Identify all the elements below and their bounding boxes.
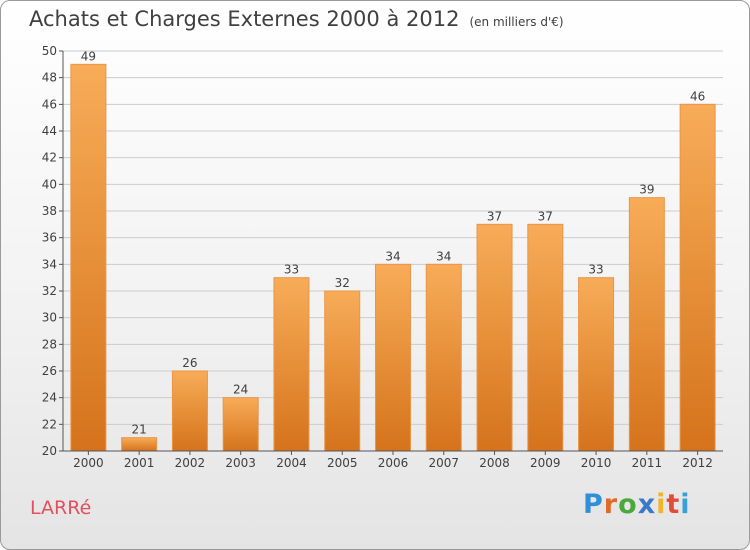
logo-letter: o (618, 489, 638, 520)
logo-letter: x (637, 489, 657, 520)
proxiti-logo[interactable]: Proxiti (583, 489, 691, 520)
bar-2007 (425, 263, 462, 452)
bar-2009 (527, 223, 564, 452)
bar-2011 (628, 197, 665, 452)
value-label: 33 (588, 263, 603, 277)
bar-2005 (324, 290, 361, 452)
y-tick-label: 30 (42, 311, 57, 325)
y-tick-label: 22 (42, 417, 57, 431)
commune-name: LARRé (30, 497, 92, 519)
logo-letter: i (680, 489, 691, 520)
x-tick-label: 2006 (378, 456, 409, 470)
x-tick-label: 2000 (73, 456, 104, 470)
y-tick-label: 38 (42, 204, 57, 218)
title-text: Achats et Charges Externes 2000 à 2012 (29, 7, 460, 31)
bar-2012 (679, 103, 716, 452)
y-tick-label: 32 (42, 284, 57, 298)
chart-title: Achats et Charges Externes 2000 à 2012 (e… (29, 7, 564, 31)
bar-2000 (70, 63, 107, 452)
bar-2001 (121, 437, 158, 452)
value-label: 32 (335, 276, 350, 290)
value-label: 37 (487, 209, 502, 223)
bar-2010 (578, 277, 615, 452)
value-label: 46 (690, 89, 705, 103)
logo-letter: t (666, 489, 681, 520)
x-tick-label: 2007 (428, 456, 459, 470)
value-label: 34 (385, 249, 400, 263)
value-label: 24 (233, 383, 248, 397)
x-tick-label: 2001 (124, 456, 155, 470)
bar-2003 (222, 397, 259, 452)
bar-2006 (375, 263, 411, 452)
x-tick-label: 2002 (175, 456, 206, 470)
x-tick-label: 2004 (276, 456, 307, 470)
bar-2004 (273, 277, 310, 452)
y-tick-label: 20 (42, 444, 57, 458)
value-label: 33 (284, 263, 299, 277)
y-tick-label: 44 (42, 124, 57, 138)
y-tick-label: 40 (42, 177, 57, 191)
x-tick-label: 2005 (327, 456, 358, 470)
value-label: 37 (538, 209, 553, 223)
value-label: 34 (436, 249, 451, 263)
y-tick-label: 36 (42, 231, 57, 245)
y-tick-label: 34 (42, 257, 57, 271)
value-label: 26 (182, 356, 197, 370)
y-tick-label: 46 (42, 97, 57, 111)
y-tick-label: 28 (42, 337, 57, 351)
x-tick-label: 2012 (682, 456, 713, 470)
logo-letter: i (656, 489, 667, 520)
y-tick-label: 42 (42, 151, 57, 165)
bar-2002 (171, 370, 208, 452)
logo-letter: P (583, 489, 604, 520)
x-tick-label: 2010 (581, 456, 612, 470)
x-tick-label: 2009 (530, 456, 561, 470)
y-tick-label: 48 (42, 71, 57, 85)
bar-2008 (476, 223, 513, 452)
y-tick-label: 24 (42, 391, 57, 405)
value-label: 49 (81, 49, 96, 63)
value-label: 39 (639, 183, 654, 197)
value-label: 21 (132, 423, 147, 437)
y-tick-label: 50 (42, 44, 57, 58)
x-tick-label: 2011 (632, 456, 663, 470)
y-tick-label: 26 (42, 364, 57, 378)
x-tick-label: 2003 (225, 456, 256, 470)
chart-subtitle: (en milliers d'€) (469, 15, 564, 29)
x-tick-label: 2008 (479, 456, 510, 470)
logo-letter: r (603, 489, 619, 520)
